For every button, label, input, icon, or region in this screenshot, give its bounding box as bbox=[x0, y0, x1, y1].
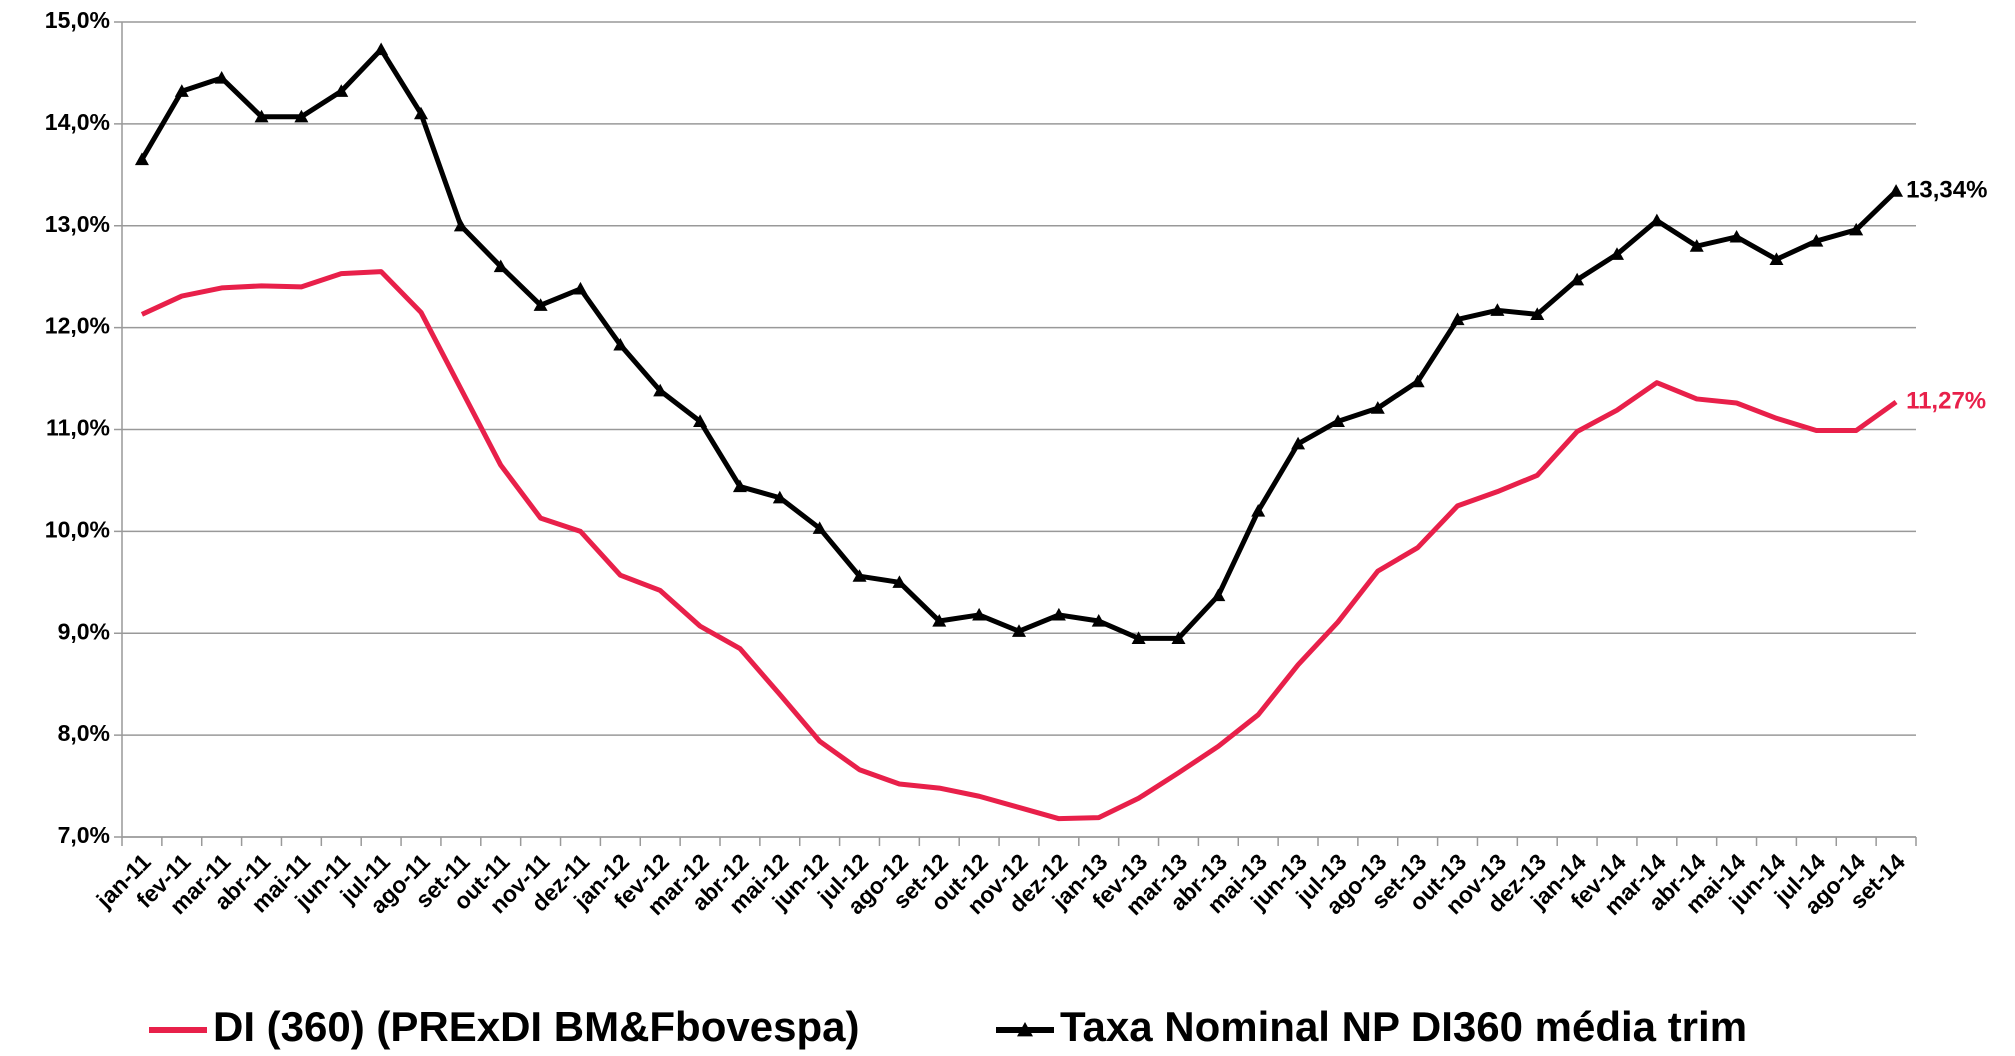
point-marker bbox=[1330, 414, 1345, 427]
point-marker bbox=[1131, 631, 1146, 644]
point-marker bbox=[1530, 307, 1545, 320]
legend-marker bbox=[1017, 1022, 1033, 1037]
point-marker bbox=[1051, 607, 1066, 621]
point-marker bbox=[732, 479, 747, 493]
point-marker bbox=[453, 218, 468, 232]
point-marker bbox=[613, 337, 628, 351]
point-marker bbox=[414, 106, 428, 120]
point-marker bbox=[693, 414, 708, 427]
point-marker bbox=[1251, 504, 1266, 517]
point-marker bbox=[1091, 614, 1106, 627]
point-marker bbox=[493, 259, 508, 273]
legend-label: DI (360) (PRExDI BM&Fbovespa) bbox=[213, 1003, 859, 1050]
point-marker bbox=[1809, 234, 1824, 247]
point-marker bbox=[374, 42, 389, 56]
y-tick-label: 14,0% bbox=[45, 109, 110, 135]
point-marker bbox=[214, 71, 229, 84]
data-label: 13,34% bbox=[1906, 176, 1987, 203]
point-marker bbox=[932, 614, 947, 627]
point-marker bbox=[1689, 239, 1704, 252]
point-marker bbox=[533, 298, 548, 311]
point-marker bbox=[573, 281, 588, 295]
point-marker bbox=[294, 109, 309, 123]
point-marker bbox=[1769, 252, 1784, 265]
y-tick-label: 15,0% bbox=[45, 7, 110, 33]
point-marker bbox=[134, 152, 149, 166]
point-marker bbox=[772, 490, 787, 504]
point-marker bbox=[653, 383, 668, 397]
y-tick-label: 11,0% bbox=[46, 415, 110, 441]
point-marker bbox=[1291, 436, 1306, 450]
point-marker bbox=[1570, 272, 1585, 286]
point-marker bbox=[1171, 631, 1186, 644]
y-tick-label: 10,0% bbox=[45, 516, 110, 542]
point-marker bbox=[1012, 624, 1026, 637]
point-marker bbox=[174, 84, 189, 97]
point-marker bbox=[892, 575, 907, 588]
point-marker bbox=[1370, 401, 1385, 414]
point-marker bbox=[1729, 229, 1744, 243]
y-tick-label: 7,0% bbox=[58, 822, 110, 848]
point-marker bbox=[1410, 374, 1425, 388]
point-marker bbox=[1450, 312, 1465, 326]
point-marker bbox=[1849, 222, 1864, 236]
y-tick-label: 8,0% bbox=[58, 720, 110, 746]
point-marker bbox=[254, 109, 269, 123]
y-tick-label: 12,0% bbox=[45, 313, 110, 339]
point-marker bbox=[1490, 303, 1505, 316]
point-marker bbox=[972, 607, 987, 621]
series-line bbox=[139, 47, 1898, 641]
point-marker bbox=[812, 521, 827, 534]
y-tick-label: 13,0% bbox=[45, 211, 110, 237]
legend-label: Taxa Nominal NP DI360 média trim bbox=[1060, 1003, 1747, 1050]
y-tick-label: 9,0% bbox=[58, 618, 110, 644]
point-marker bbox=[334, 84, 349, 97]
point-marker bbox=[1889, 184, 1904, 197]
point-marker bbox=[1211, 588, 1226, 602]
point-marker bbox=[1649, 213, 1664, 227]
point-marker bbox=[852, 569, 867, 582]
point-marker bbox=[1610, 247, 1624, 260]
series-line bbox=[140, 269, 1898, 822]
data-label: 11,27% bbox=[1906, 387, 1986, 414]
